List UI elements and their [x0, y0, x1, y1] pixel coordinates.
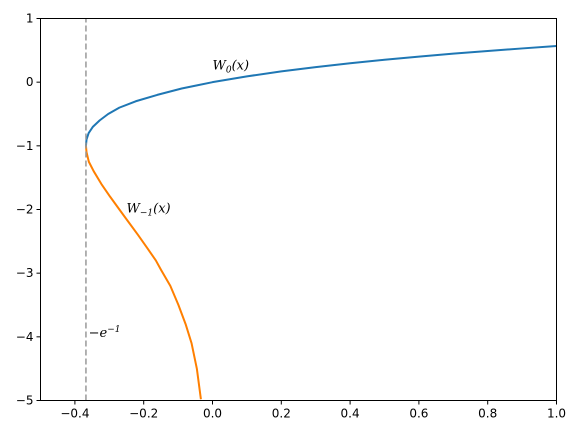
y-tick-label: −1: [16, 139, 34, 153]
annotation-label: W−1(x): [127, 202, 171, 219]
y-tick-label: 0: [26, 75, 34, 89]
x-tick-label: 0.0: [203, 407, 222, 421]
y-tick-label: −2: [16, 203, 34, 217]
series-line-1: [84, 145, 202, 400]
series-line-0: [84, 45, 557, 146]
annotations: W0(x) W−1(x) −e−1: [89, 58, 249, 340]
y-tick-label: 1: [26, 12, 34, 26]
x-tick-label: 0.2: [272, 407, 291, 421]
y-tick-label: −4: [16, 330, 34, 344]
x-tick-label: −0.2: [129, 407, 158, 421]
annotation-label: W0(x): [213, 58, 250, 75]
x-tick-label: 0.4: [341, 407, 360, 421]
x-tick-label: 0.8: [478, 407, 497, 421]
x-tick-label: −0.4: [60, 407, 89, 421]
x-tick-label: 0.6: [409, 407, 428, 421]
y-tick-label: −5: [16, 394, 34, 408]
series-layer: [84, 18, 557, 401]
y-tick-label: −3: [16, 266, 34, 280]
x-axis: −0.4 −0.2 0.0 0.2 0.4 0.6 0.8 1.0: [60, 400, 566, 421]
x-tick-label: 1.0: [547, 407, 566, 421]
y-axis: 1 0 −1 −2 −3 −4 −5: [16, 12, 41, 408]
annotation-label: −e−1: [89, 325, 121, 341]
